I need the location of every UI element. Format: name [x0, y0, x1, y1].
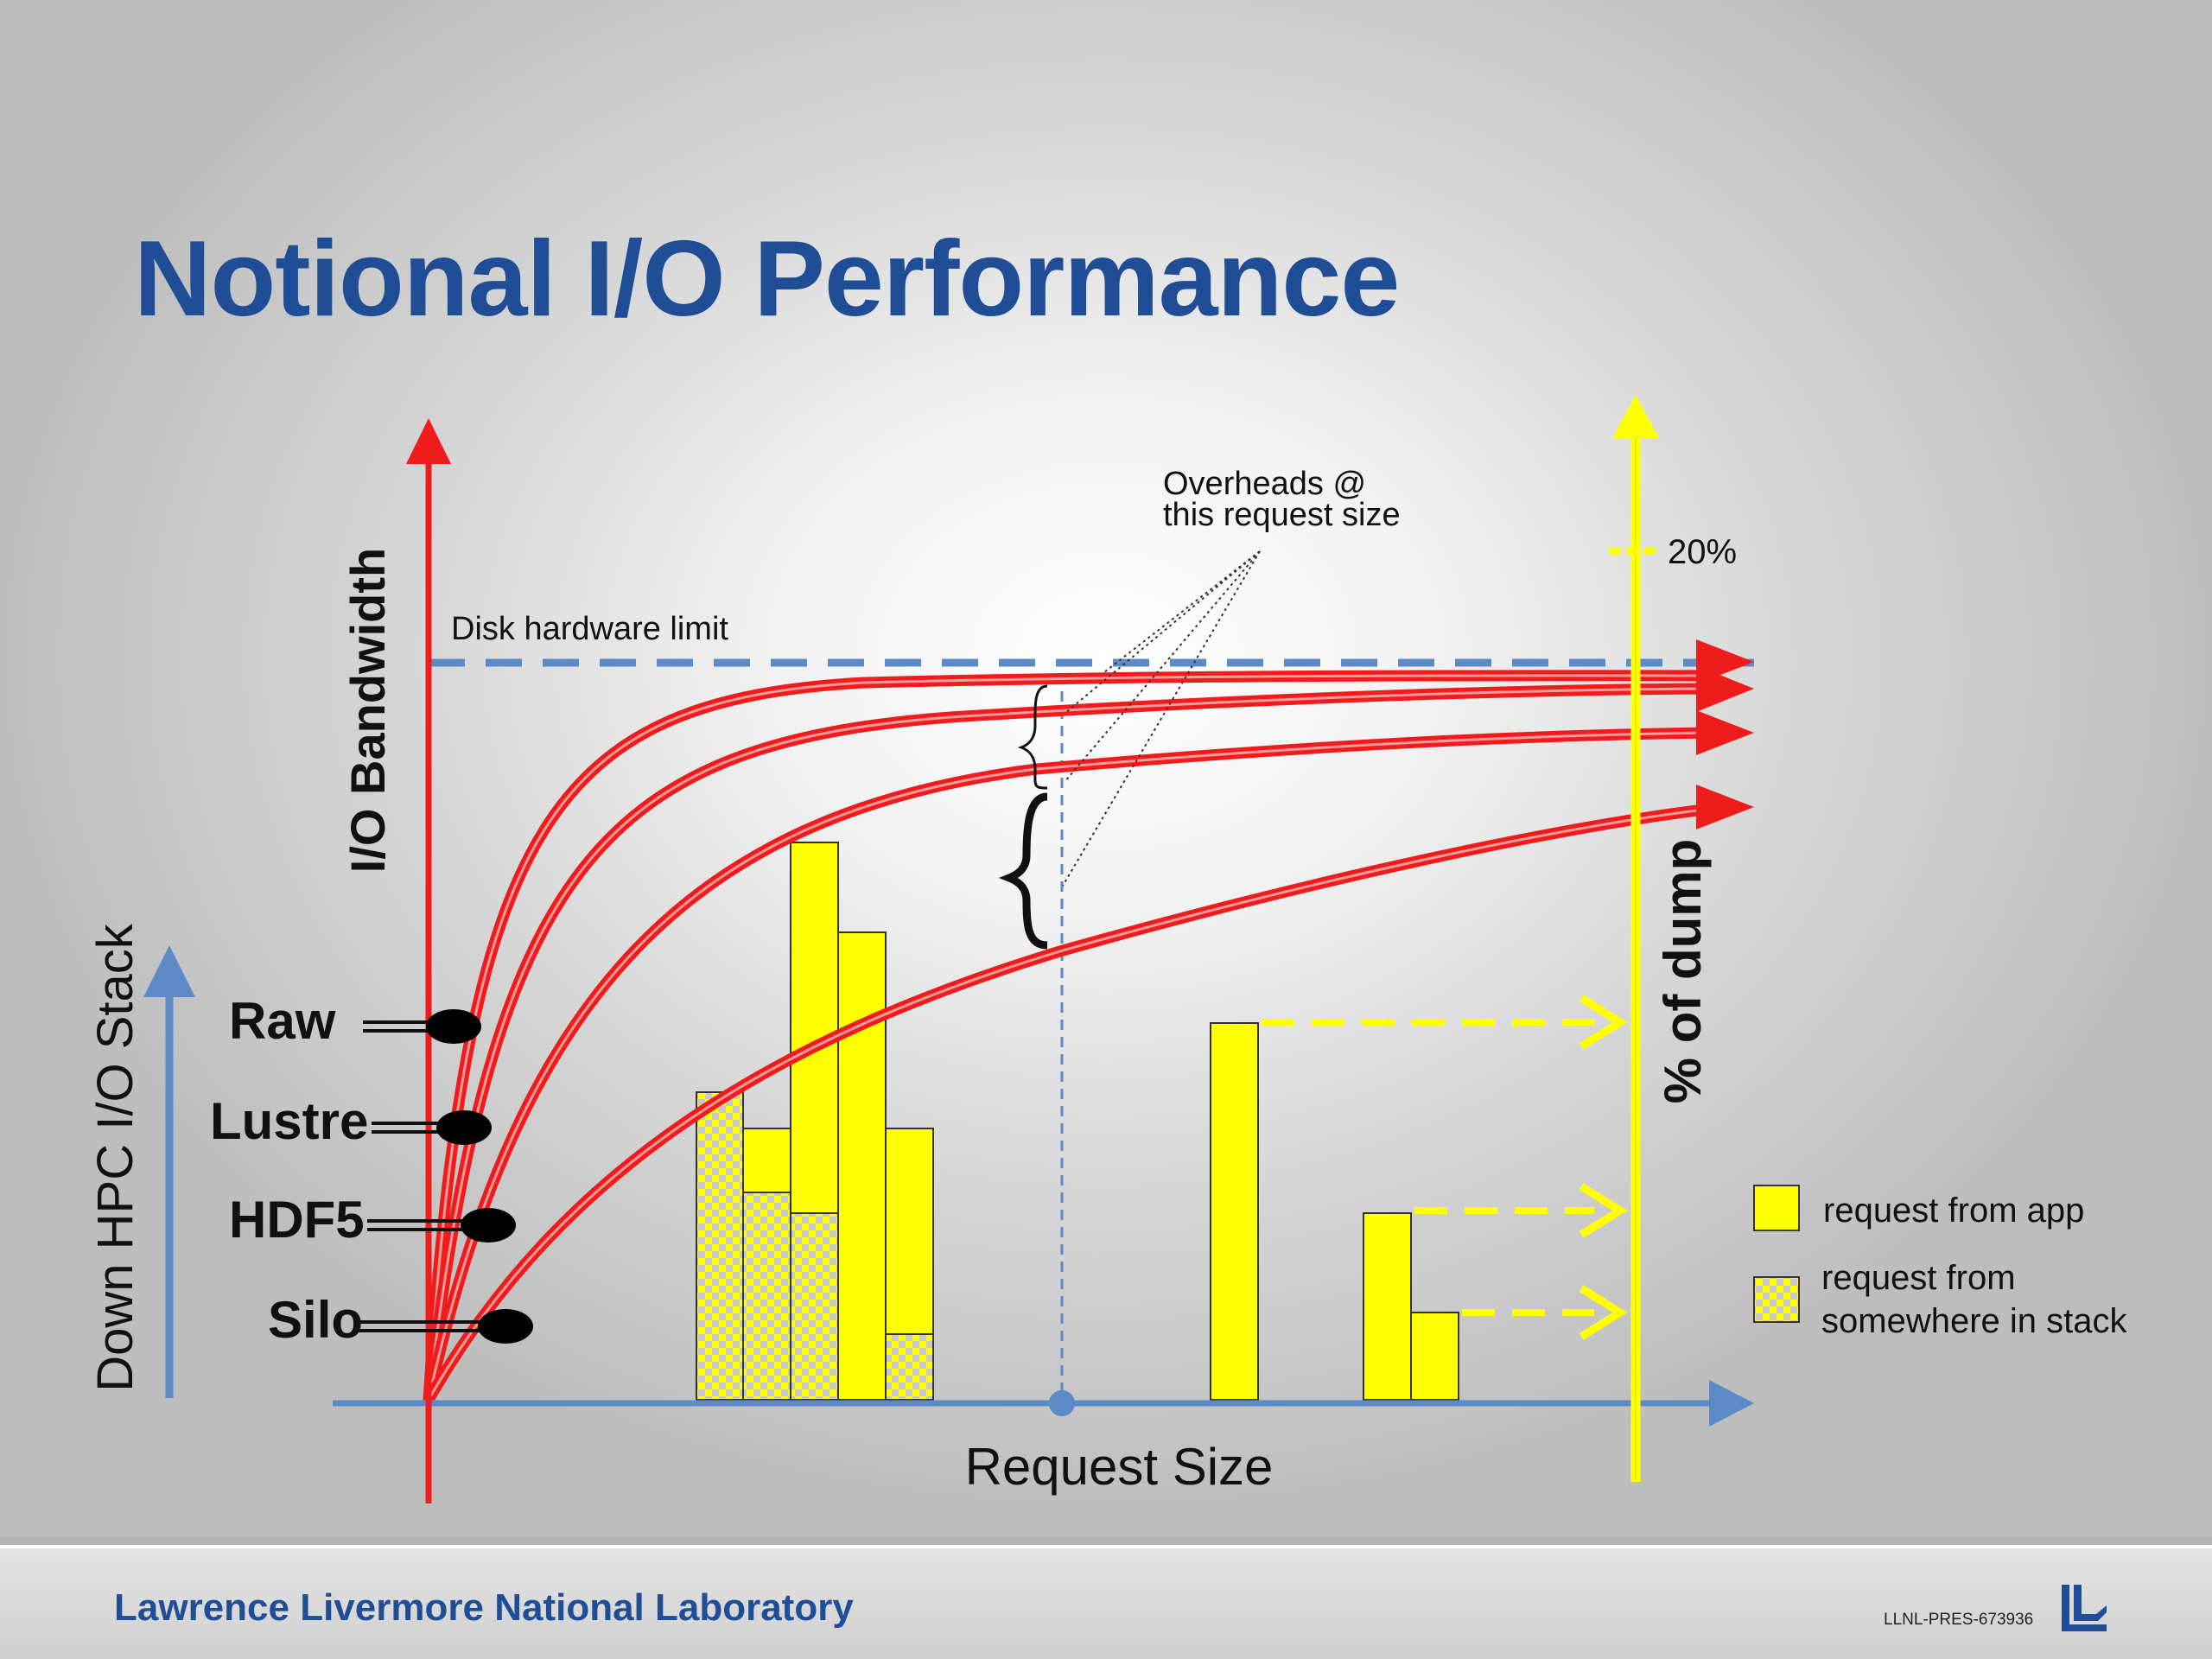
histogram-bar [1363, 1212, 1412, 1401]
stack-axis-label: Down HPC I/O Stack [87, 923, 143, 1391]
histogram-bar [742, 1192, 791, 1401]
overheads-annotation-line-1: Overheads @ [1163, 466, 1366, 502]
x-axis-arrowhead [1709, 1380, 1754, 1427]
hardware-limit-label: Disk hardware limit [451, 611, 728, 647]
legend-swatch-stack [1753, 1276, 1800, 1323]
request-size-marker-dot [1049, 1390, 1075, 1416]
histogram-bar [790, 842, 839, 1214]
histogram-bar [696, 1091, 744, 1401]
stack-layer-hdf5: HDF5 [229, 1191, 516, 1249]
histogram-bar [790, 1212, 839, 1401]
histogram-bar [837, 931, 887, 1401]
stack-layer-label: HDF5 [229, 1191, 365, 1249]
histogram-bar [885, 1128, 934, 1335]
llnl-logo-icon [2062, 1585, 2107, 1631]
stack-layer-silo: Silo [268, 1291, 533, 1349]
dump-axis-arrowhead [1612, 395, 1659, 438]
overheads-annotation-line-2: this request size [1163, 497, 1401, 533]
stack-layer-label: Raw [229, 992, 336, 1050]
histogram-bar [1410, 1312, 1459, 1401]
dump-axis-tick-label: 20% [1668, 533, 1737, 571]
legend: request from app request from somewhere … [1753, 1185, 2127, 1340]
x-axis-label: Request Size [965, 1438, 1274, 1496]
stack-layer-pointer [436, 1110, 492, 1145]
stack-layer-label: Lustre [210, 1092, 368, 1150]
stack-layer-pointer [426, 1009, 481, 1044]
curve-arrowheads [1696, 639, 1754, 830]
stack-layer-lustre: Lustre [210, 1092, 492, 1150]
legend-label-app: request from app [1823, 1192, 2084, 1230]
histogram-bar [1210, 1022, 1259, 1401]
legend-label-stack: request from somewhere in stack [1821, 1259, 2127, 1340]
performance-curves [423, 670, 1717, 1406]
y-axis-label: I/O Bandwidth [340, 548, 395, 873]
footer-divider [0, 1536, 2212, 1548]
stack-layer-raw: Raw [229, 992, 481, 1050]
overhead-brace-small [1017, 684, 1048, 790]
y-axis-arrowhead [406, 418, 451, 464]
overhead-brace-large [998, 792, 1048, 950]
overheads-annotation: Overheads @ this request size [1163, 466, 1401, 533]
slide-title: Notional I/O Performance [134, 219, 1400, 339]
stack-layer-pointer [461, 1208, 516, 1243]
legend-swatch-app [1753, 1185, 1800, 1231]
lab-name: Lawrence Livermore National Laboratory [114, 1586, 854, 1629]
curve-lustre [423, 683, 1717, 1406]
stack-axis-arrowhead [143, 945, 195, 997]
stack-layer-label: Silo [268, 1291, 363, 1349]
curve-raw [423, 670, 1717, 1406]
document-id: LLNL-PRES-673936 [1884, 1611, 2034, 1629]
histogram-bar [742, 1128, 791, 1193]
dump-axis-label: % of dump [1654, 839, 1712, 1104]
dump-fraction-arrows [1262, 995, 1628, 1340]
overhead-leader-lines [1062, 550, 1261, 887]
stack-layer-pointer [478, 1309, 533, 1344]
footer: Lawrence Livermore National Laboratory L… [0, 1548, 2212, 1659]
histogram-bar [885, 1333, 934, 1401]
